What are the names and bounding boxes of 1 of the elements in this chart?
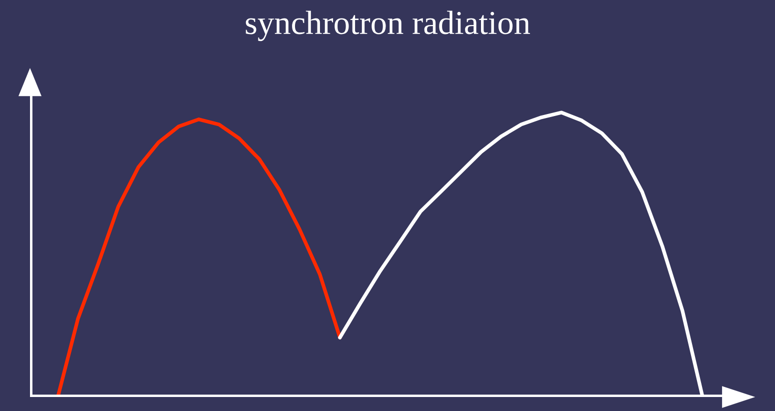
chart-title: synchrotron radiation bbox=[246, 10, 530, 42]
